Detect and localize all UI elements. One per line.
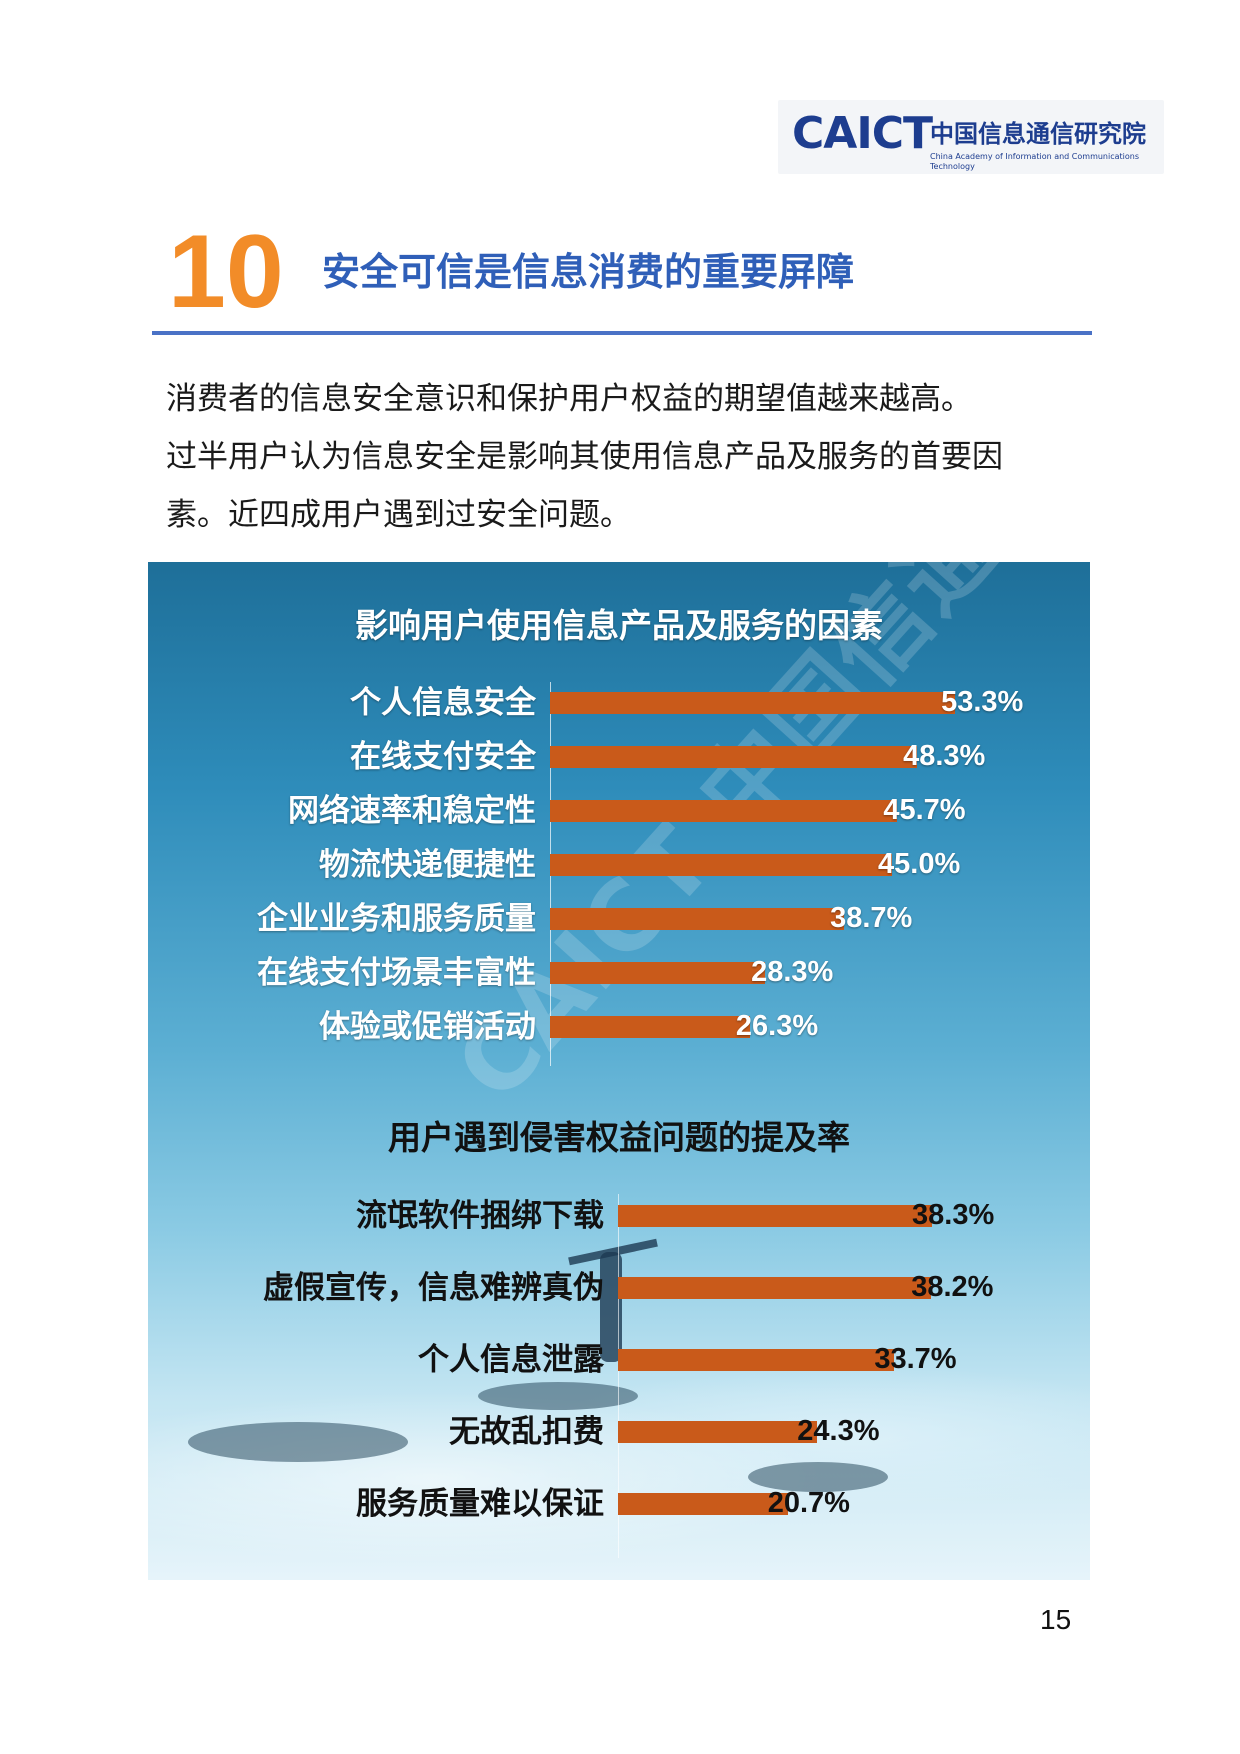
value-label: 48.3% <box>903 740 986 772</box>
value-label: 45.7% <box>883 794 966 826</box>
chart-title: 影响用户使用信息产品及服务的因素 <box>355 606 883 645</box>
section-divider <box>152 331 1092 335</box>
page-number: 15 <box>1040 1604 1072 1635</box>
category-label: 个人信息泄露 <box>418 1342 604 1378</box>
section-title: 安全可信是信息消费的重要屏障 <box>322 250 855 294</box>
value-label: 24.3% <box>797 1415 880 1447</box>
category-label: 个人信息安全 <box>350 685 536 721</box>
section-number: 10 <box>168 214 284 330</box>
background-rock <box>748 1462 888 1492</box>
value-label: 53.3% <box>941 686 1024 718</box>
category-label: 虚假宣传，信息难辨真伪 <box>263 1270 604 1306</box>
chart-axis <box>618 1194 619 1558</box>
bar <box>618 1205 933 1227</box>
body-line: 素。近四成用户遇到过安全问题。 <box>166 497 631 533</box>
background-rock <box>188 1422 408 1462</box>
person-silhouette <box>600 1252 622 1362</box>
logo-mark: CAICT <box>792 108 933 159</box>
bar <box>550 800 898 822</box>
category-label: 服务质量难以保证 <box>356 1486 604 1522</box>
bar <box>550 1016 750 1038</box>
bar <box>618 1277 932 1299</box>
infographic-panel: CAICT 中国信通院 影响用户使用信息产品及服务的因素 个人信息安全 53.3%… <box>148 562 1090 1580</box>
body-line: 过半用户认为信息安全是影响其使用信息产品及服务的首要因 <box>166 439 1003 475</box>
value-label: 26.3% <box>735 1010 819 1042</box>
value-label: 33.7% <box>874 1343 957 1375</box>
logo-name-cn: 中国信息通信研究院 <box>930 120 1146 148</box>
bar <box>618 1421 818 1443</box>
caict-logo: CAICT 中国信息通信研究院 China Academy of Informa… <box>778 100 1164 174</box>
bar <box>618 1349 895 1371</box>
bar <box>550 746 918 768</box>
background-rock <box>478 1382 638 1410</box>
bar <box>550 908 845 930</box>
category-label: 物流快递便捷性 <box>319 847 536 883</box>
category-label: 体验或促销活动 <box>319 1009 536 1045</box>
value-label: 20.7% <box>767 1487 850 1519</box>
bar <box>550 962 766 984</box>
value-label: 45.0% <box>878 848 961 880</box>
bar <box>550 854 892 876</box>
bar <box>550 692 956 714</box>
logo-name-en: China Academy of Information and Communi… <box>930 152 1140 171</box>
bar <box>618 1493 788 1515</box>
body-line: 消费者的信息安全意识和保护用户权益的期望值越来越高。 <box>166 381 972 417</box>
category-label: 流氓软件捆绑下载 <box>356 1198 604 1234</box>
category-label: 无故乱扣费 <box>449 1414 604 1450</box>
value-label: 38.2% <box>911 1271 994 1303</box>
value-label: 38.7% <box>830 902 913 934</box>
category-label: 企业业务和服务质量 <box>257 901 536 937</box>
chart-title: 用户遇到侵害权益问题的提及率 <box>388 1118 850 1157</box>
category-label: 网络速率和稳定性 <box>288 793 536 829</box>
value-label: 28.3% <box>751 956 834 988</box>
value-label: 38.3% <box>912 1199 995 1231</box>
category-label: 在线支付场景丰富性 <box>257 955 536 991</box>
category-label: 在线支付安全 <box>350 739 536 775</box>
body-paragraph: 消费者的信息安全意识和保护用户权益的期望值越来越高。 过半用户认为信息安全是影响… <box>166 370 1086 544</box>
